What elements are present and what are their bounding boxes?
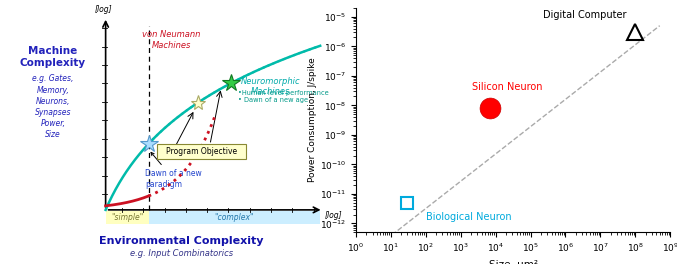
Text: "complex": "complex" bbox=[215, 213, 254, 222]
Text: Silicon Neuron: Silicon Neuron bbox=[472, 82, 542, 92]
Text: Dawn of a new
paradigm: Dawn of a new paradigm bbox=[146, 152, 202, 189]
Text: [log]: [log] bbox=[325, 211, 343, 220]
Text: e.g. Input Combinatorics: e.g. Input Combinatorics bbox=[130, 249, 233, 258]
Text: von Neumann
Machines: von Neumann Machines bbox=[142, 30, 201, 50]
Text: Program Objective: Program Objective bbox=[166, 147, 237, 156]
Text: Biological Neuron: Biological Neuron bbox=[427, 212, 512, 222]
Text: Neuromorphic
Machines: Neuromorphic Machines bbox=[241, 77, 301, 96]
Text: •Human level performance
• Dawn of a new age: •Human level performance • Dawn of a new… bbox=[238, 90, 328, 103]
Y-axis label: Power Consumption, J/spike: Power Consumption, J/spike bbox=[308, 58, 317, 182]
Text: Machine
Complexity: Machine Complexity bbox=[20, 46, 86, 68]
Bar bbox=[106, 211, 148, 224]
Bar bbox=[148, 211, 320, 224]
Text: Environmental Complexity: Environmental Complexity bbox=[100, 236, 264, 246]
Text: [log]: [log] bbox=[95, 4, 113, 13]
X-axis label: Size, μm²: Size, μm² bbox=[489, 260, 538, 264]
Text: Digital Computer: Digital Computer bbox=[543, 11, 626, 21]
FancyBboxPatch shape bbox=[157, 144, 246, 159]
Text: "simple": "simple" bbox=[111, 213, 144, 222]
Text: e.g. Gates,
Memory,
Neurons,
Synapses
Power,
Size: e.g. Gates, Memory, Neurons, Synapses Po… bbox=[32, 74, 74, 139]
